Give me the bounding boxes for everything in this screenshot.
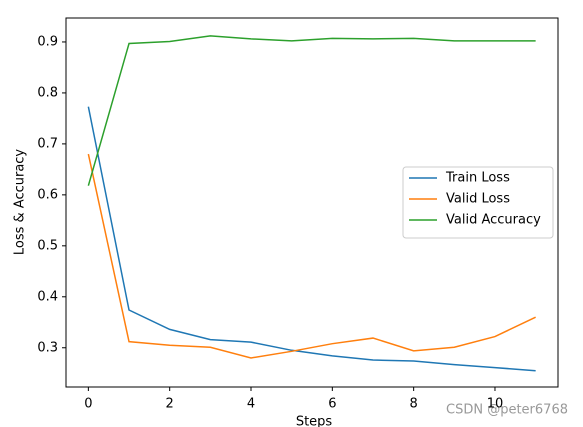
x-axis-label: Steps (296, 415, 333, 427)
y-tick-label: 0.9 (37, 34, 58, 49)
y-tick-label: 0.4 (37, 289, 58, 304)
axes-frame (65, 17, 559, 388)
x-tick-label: 8 (410, 397, 418, 412)
watermark: CSDN @peter6768 (446, 403, 568, 418)
legend-label: Valid Accuracy (446, 213, 541, 228)
y-tick-label: 0.8 (37, 85, 58, 100)
data-line (87, 153, 536, 359)
data-line (87, 35, 536, 186)
y-tick-label: 0.6 (37, 187, 58, 202)
data-line (87, 106, 536, 372)
x-tick-label: 0 (84, 397, 92, 412)
y-tick-label: 0.5 (37, 238, 58, 253)
legend-label: Train Loss (445, 171, 510, 186)
y-axis-label: Loss & Accuracy (13, 149, 28, 256)
legend-label: Valid Loss (446, 192, 510, 207)
x-tick-label: 2 (166, 397, 174, 412)
x-tick-label: 4 (247, 397, 255, 412)
y-tick-label: 0.7 (37, 136, 58, 151)
legend-box (402, 166, 554, 239)
x-tick-label: 10 (487, 397, 504, 412)
x-tick-label: 6 (328, 397, 336, 412)
y-tick-label: 0.3 (37, 340, 58, 355)
